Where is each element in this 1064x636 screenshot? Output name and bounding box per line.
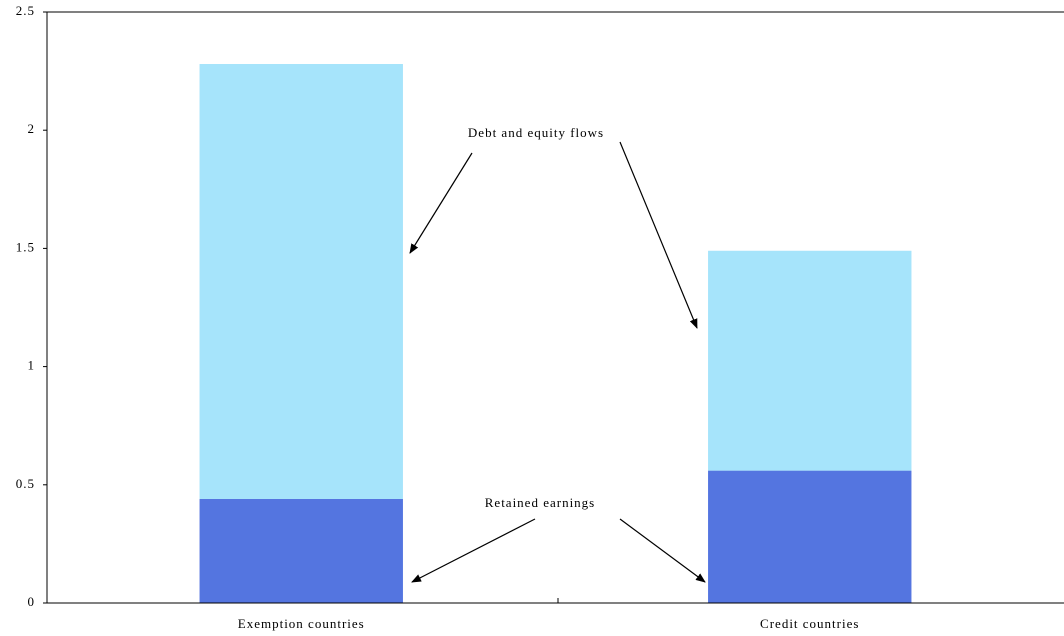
- bar-segment: [199, 498, 403, 603]
- bar-segment: [199, 64, 403, 499]
- annotation-arrow: [409, 152, 473, 254]
- y-tick-label: 0: [28, 594, 36, 609]
- y-tick-label: 0.5: [16, 476, 35, 491]
- annotation-arrow: [411, 518, 536, 583]
- bar-segment: [708, 250, 912, 471]
- bar-segment: [708, 470, 912, 603]
- x-tick-label: Exemption countries: [238, 616, 365, 631]
- y-tick-label: 2.5: [16, 3, 35, 18]
- y-tick-label: 1.5: [16, 239, 35, 254]
- y-tick-label: 1: [28, 358, 36, 373]
- annotation-arrow: [619, 141, 698, 329]
- y-tick-label: 2: [28, 121, 36, 136]
- plot-frame: [46, 11, 1064, 604]
- annotation: Debt and equity flows: [468, 125, 604, 140]
- annotation-arrow: [619, 518, 706, 583]
- annotation: Retained earnings: [485, 495, 596, 510]
- plot-area: [199, 64, 912, 603]
- x-tick-label: Credit countries: [760, 616, 859, 631]
